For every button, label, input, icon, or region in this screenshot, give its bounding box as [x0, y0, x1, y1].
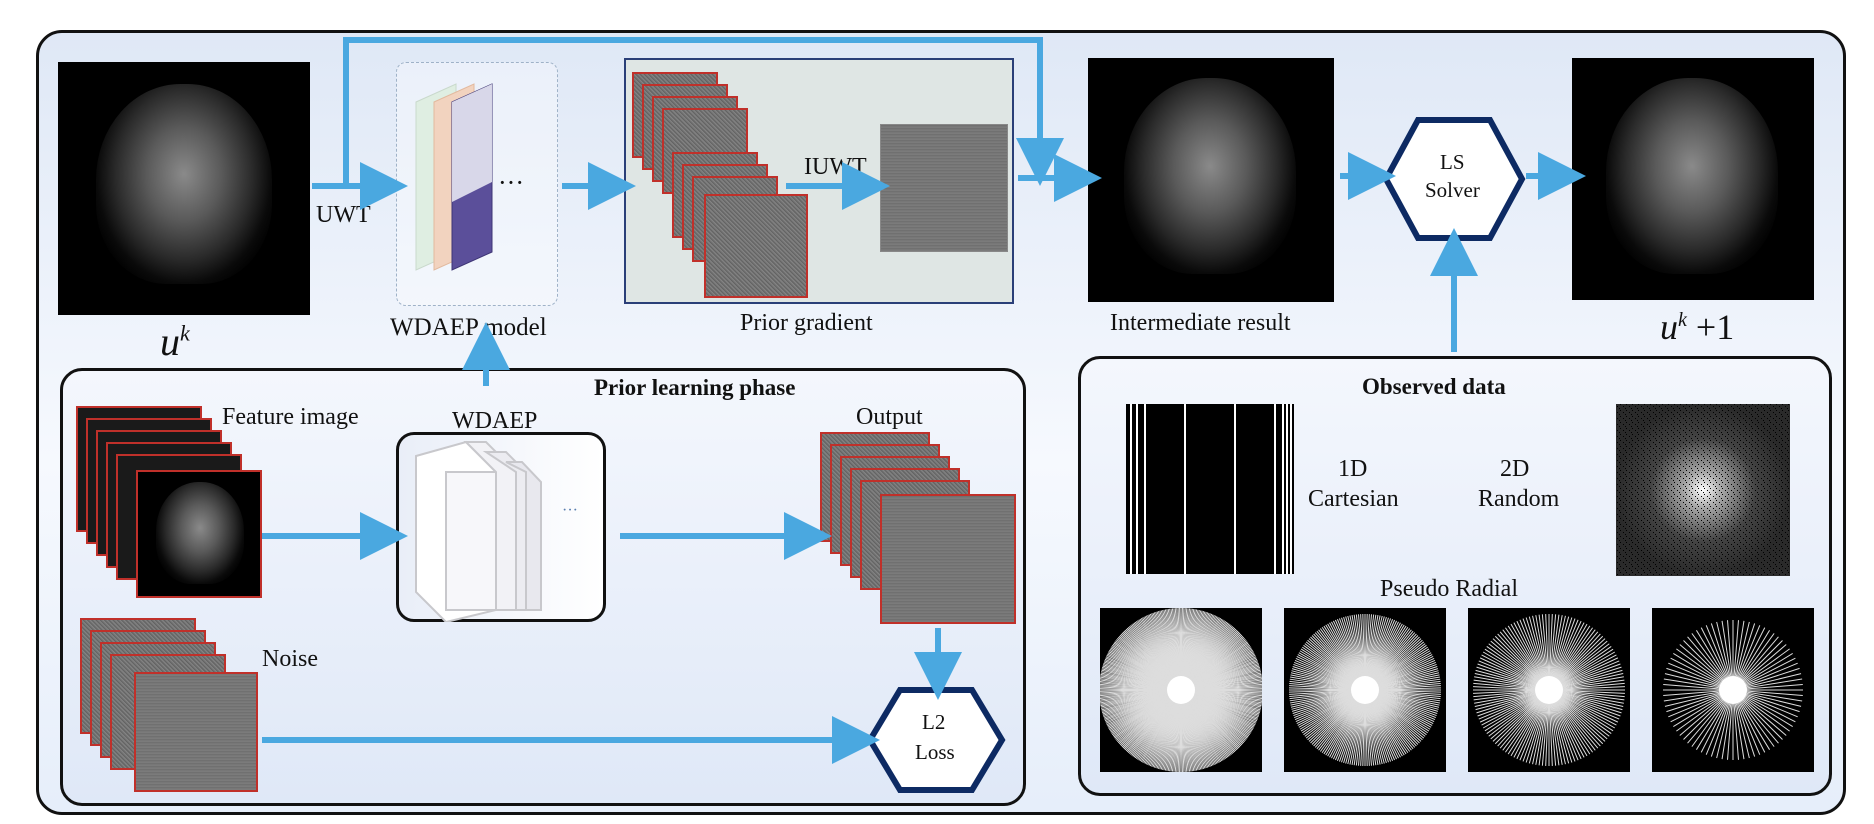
wdaep-model-layers — [415, 83, 493, 271]
noise-label: Noise — [262, 646, 318, 672]
pseudo-radial-label: Pseudo Radial — [1380, 576, 1518, 602]
uk-label: uk — [160, 318, 190, 365]
uk-label-sup: k — [180, 320, 190, 346]
intermediate-caption: Intermediate result — [1110, 310, 1291, 336]
feature-image-label: Feature image — [222, 404, 359, 430]
uk1-label-sup: k — [1678, 309, 1687, 331]
wdaep-network-label: WDAEP — [452, 408, 538, 434]
uk1-label: uk +1 — [1660, 306, 1734, 348]
radial-mask-sparse — [1468, 608, 1630, 772]
l2-loss-line2: Loss — [915, 740, 955, 764]
cartesian-mask — [1126, 404, 1294, 574]
prior-learning-title: Prior learning phase — [594, 375, 796, 400]
random-mask — [1616, 404, 1790, 576]
random-label-line1: 2D — [1500, 456, 1530, 482]
radial-mask-sparsest — [1652, 608, 1814, 772]
ls-solver-line2: Solver — [1425, 178, 1480, 202]
uk1-label-suffix: +1 — [1686, 307, 1735, 347]
wdaep-network-layers — [415, 440, 542, 622]
observed-data-title: Observed data — [1362, 374, 1506, 399]
cartesian-label-line1: 1D — [1338, 456, 1368, 482]
uk-label-main: u — [160, 319, 180, 364]
radial-mask-medium — [1284, 608, 1446, 772]
intermediate-brain-image — [1088, 58, 1334, 302]
noise-frame-front — [134, 672, 258, 792]
input-brain-image — [58, 62, 310, 315]
wdaep-network-dots: ··· — [562, 502, 578, 519]
radial-mask-dense — [1100, 608, 1262, 772]
gradient-frame — [704, 194, 808, 298]
l2-loss-line1: L2 — [922, 710, 946, 734]
prior-gradient-caption: Prior gradient — [740, 310, 873, 336]
output-frame-front — [880, 494, 1016, 624]
feature-brain-image — [136, 470, 262, 598]
cartesian-label-line2: Cartesian — [1308, 486, 1399, 512]
output-label: Output — [856, 404, 923, 430]
ls-solver-line1: LS — [1440, 150, 1465, 174]
arrow-bypass — [343, 37, 1064, 186]
output-brain-image — [1572, 58, 1814, 300]
prior-gradient-result — [880, 124, 1008, 252]
wdaep-model-dots: ··· — [498, 168, 524, 197]
random-label-line2: Random — [1478, 486, 1560, 512]
uk1-label-main: u — [1660, 307, 1678, 347]
